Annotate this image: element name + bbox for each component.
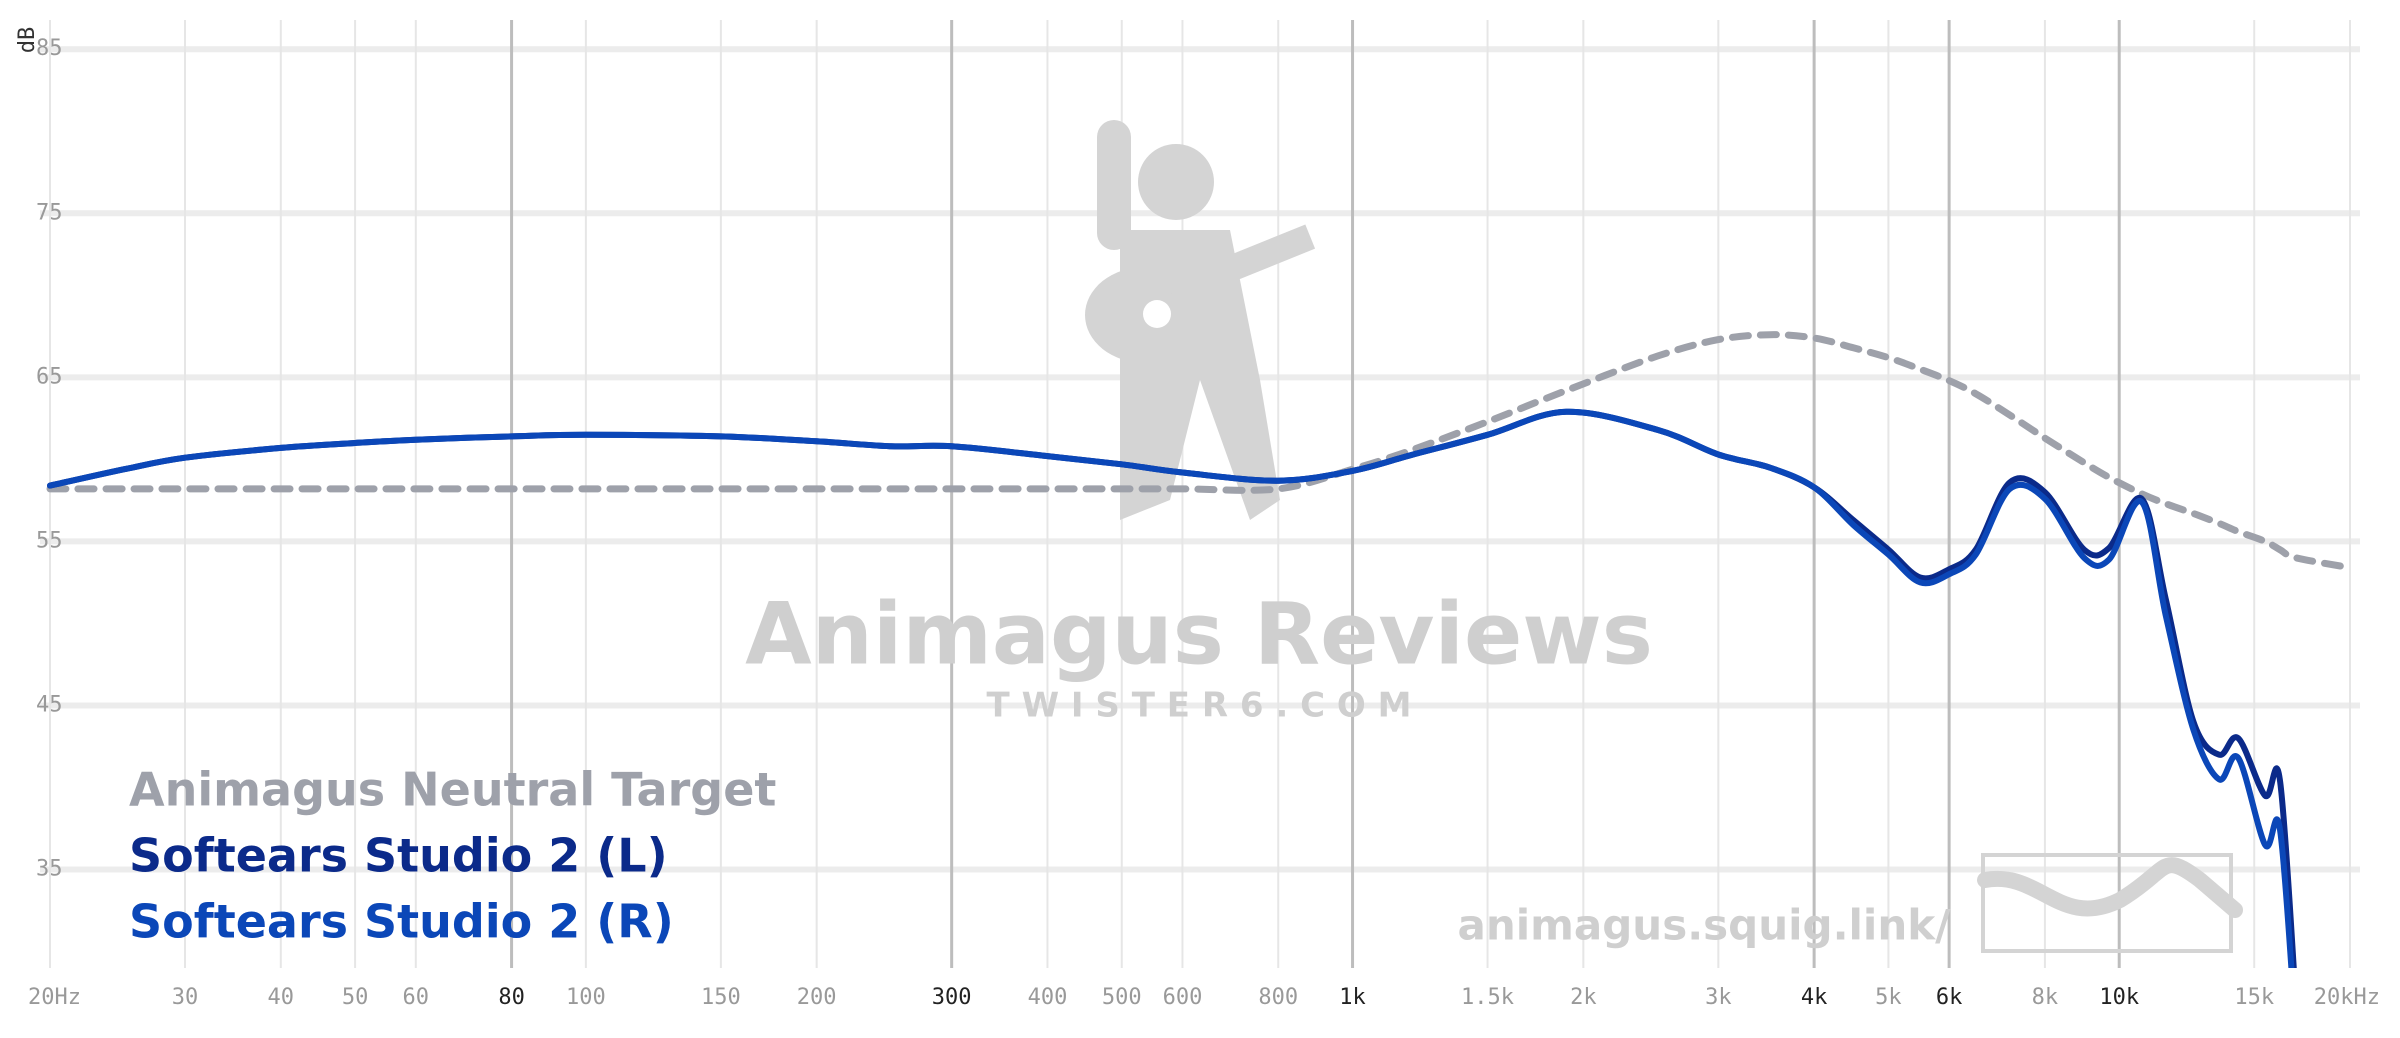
watermark-title: Animagus Reviews — [745, 584, 1653, 684]
watermark-url: animagus.squig.link/ — [1457, 901, 1951, 950]
x-tick-label: 200 — [797, 985, 837, 1010]
legend-entry: Animagus Neutral Target — [129, 763, 776, 817]
x-tick-label: 4k — [1801, 985, 1828, 1010]
measurement-line — [47, 408, 2295, 968]
watermark: Animagus Reviews T W I S T E R 6 . C O M… — [745, 120, 2243, 953]
x-tick-label: 30 — [172, 985, 199, 1010]
legend: Animagus Neutral Target Softears Studio 2… — [129, 763, 776, 949]
x-tick-label: 15k — [2234, 985, 2274, 1010]
y-axis-label: dB — [15, 27, 40, 54]
watermark-squiggle — [1977, 857, 2243, 918]
x-tick-label: 300 — [932, 985, 972, 1010]
watermark-icon — [1085, 120, 1316, 520]
watermark-subtitle: T W I S T E R 6 . C O M — [987, 686, 1412, 726]
icon-hole — [1143, 300, 1171, 328]
x-tick-label: 6k — [1936, 985, 1963, 1010]
x-tick-label: 50 — [342, 985, 369, 1010]
x-tick-label: 100 — [566, 985, 606, 1010]
x-tick-label: 2k — [1570, 985, 1597, 1010]
x-tick-label: 10k — [2099, 985, 2139, 1010]
x-tick-label: 1k — [1339, 985, 1366, 1010]
x-tick-label: 20Hz — [28, 985, 81, 1010]
x-tick-label: 5k — [1875, 985, 1902, 1010]
x-tick-label: 600 — [1163, 985, 1203, 1010]
x-tick-label: 80 — [498, 985, 525, 1010]
legend-entry: Softears Studio 2 (R) — [129, 895, 674, 949]
legend-entry: Softears Studio 2 (L) — [129, 829, 668, 883]
plot — [46, 331, 2354, 968]
icon-arm — [1097, 120, 1131, 250]
icon-head — [1138, 144, 1214, 220]
x-tick-label: 8k — [2032, 985, 2059, 1010]
x-tick-label: 150 — [701, 985, 741, 1010]
x-tick-label: 500 — [1102, 985, 1142, 1010]
x-tick-label: 3k — [1705, 985, 1732, 1010]
x-tick-label: 60 — [403, 985, 430, 1010]
icon-neck — [1166, 224, 1316, 305]
x-tick-label: 40 — [268, 985, 295, 1010]
x-tick-label: 800 — [1258, 985, 1298, 1010]
x-tick-label: 1.5k — [1461, 985, 1514, 1010]
x-tick-label: 400 — [1028, 985, 1068, 1010]
x-tick-label: 20kHz — [2314, 985, 2380, 1010]
target-line — [46, 331, 2354, 572]
